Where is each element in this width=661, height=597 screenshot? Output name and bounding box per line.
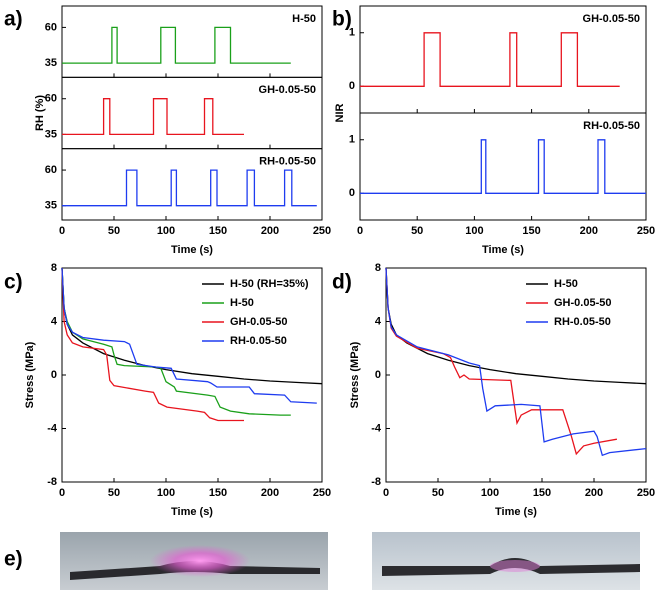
x-tick-label: 150 (522, 225, 540, 237)
y-tick-label: -4 (47, 422, 58, 434)
x-tick-label: 50 (411, 225, 423, 237)
legend-label: H-50 (554, 278, 578, 290)
x-axis-label: Time (s) (171, 506, 213, 518)
line (385, 267, 647, 457)
x-tick-label: 150 (209, 225, 227, 237)
x-tick-label: 50 (432, 487, 444, 499)
line (62, 26, 291, 64)
x-tick-label: 150 (209, 487, 227, 499)
photo-left (60, 532, 328, 590)
x-axis-label: Time (s) (171, 244, 213, 256)
legend-label: RH-0.05-50 (554, 316, 611, 328)
y-tick-label: 8 (375, 262, 381, 274)
y-tick-label: 4 (51, 315, 58, 327)
y-tick-label: 0 (349, 187, 355, 199)
line (360, 139, 646, 194)
line (360, 32, 620, 87)
y-axis-label: Stress (MPa) (349, 341, 361, 408)
series-label: H-50 (292, 13, 316, 25)
y-tick-label: 8 (51, 262, 57, 274)
plot-frame (61, 5, 323, 78)
series-label: RH-0.05-50 (583, 120, 640, 132)
legend-label: H-50 (230, 297, 254, 309)
x-axis-label: Time (s) (495, 506, 537, 518)
y-axis-label: RH (%) (34, 95, 46, 131)
panel-label: e) (4, 548, 23, 571)
line (62, 98, 244, 136)
series-label: GH-0.05-50 (259, 84, 316, 96)
y-tick-label: -8 (371, 476, 381, 488)
panel-label: c) (4, 271, 23, 294)
x-tick-label: 100 (157, 225, 175, 237)
y-tick-label: 1 (349, 27, 355, 39)
plot-frame (359, 112, 647, 221)
photo-right (372, 532, 640, 590)
y-axis-label: NIR (334, 103, 346, 122)
x-tick-label: 50 (108, 487, 120, 499)
panel-label: a) (4, 8, 23, 31)
legend-label: H-50 (RH=35%) (230, 278, 309, 290)
y-tick-label: 0 (349, 80, 355, 92)
y-tick-label: -4 (371, 422, 382, 434)
x-tick-label: 250 (637, 225, 655, 237)
plot-frame (61, 267, 323, 483)
series-label: GH-0.05-50 (583, 13, 640, 25)
y-tick-label: 35 (45, 57, 57, 69)
panel-label: b) (332, 8, 352, 31)
legend-label: RH-0.05-50 (230, 335, 287, 347)
legend-label: GH-0.05-50 (230, 316, 287, 328)
x-tick-label: 250 (313, 225, 331, 237)
x-tick-label: 0 (383, 487, 389, 499)
x-tick-label: 100 (465, 225, 483, 237)
y-tick-label: 60 (45, 164, 57, 176)
x-tick-label: 100 (481, 487, 499, 499)
x-tick-label: 200 (580, 225, 598, 237)
x-tick-label: 50 (108, 225, 120, 237)
x-axis-label: Time (s) (482, 244, 524, 256)
x-tick-label: 100 (157, 487, 175, 499)
x-tick-label: 200 (261, 487, 279, 499)
plot-frame (61, 148, 323, 221)
x-tick-label: 0 (357, 225, 363, 237)
y-tick-label: 4 (375, 315, 382, 327)
y-tick-label: 0 (51, 369, 57, 381)
x-tick-label: 200 (261, 225, 279, 237)
y-tick-label: 60 (45, 93, 57, 105)
series-label: RH-0.05-50 (259, 156, 316, 168)
line (61, 267, 317, 404)
x-tick-label: 250 (313, 487, 331, 499)
y-tick-label: 35 (45, 128, 57, 140)
line (385, 267, 618, 456)
y-tick-label: 60 (45, 21, 57, 33)
y-tick-label: 35 (45, 200, 57, 212)
y-tick-label: 1 (349, 134, 355, 146)
x-tick-label: 0 (59, 487, 65, 499)
y-tick-label: -8 (47, 476, 57, 488)
y-axis-label: Stress (MPa) (24, 341, 36, 408)
line (62, 169, 317, 207)
x-tick-label: 200 (585, 487, 603, 499)
line (61, 267, 244, 422)
panel-label: d) (332, 271, 352, 294)
line (385, 267, 647, 385)
y-tick-label: 0 (375, 369, 381, 381)
x-tick-label: 250 (637, 487, 655, 499)
x-tick-label: 0 (59, 225, 65, 237)
x-tick-label: 150 (533, 487, 551, 499)
legend-label: GH-0.05-50 (554, 297, 611, 309)
